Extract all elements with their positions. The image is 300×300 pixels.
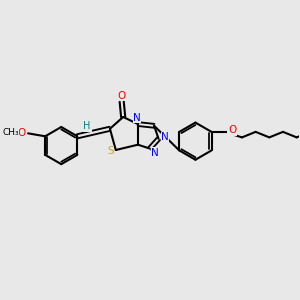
- Text: O: O: [228, 125, 236, 135]
- Text: N: N: [133, 112, 141, 123]
- Text: CH₃: CH₃: [2, 128, 19, 137]
- Text: S: S: [107, 146, 114, 157]
- Text: H: H: [83, 121, 91, 131]
- Text: O: O: [17, 128, 26, 138]
- Text: O: O: [118, 91, 126, 101]
- Text: N: N: [161, 132, 169, 142]
- Text: CH₃: CH₃: [2, 128, 19, 137]
- Text: N: N: [151, 148, 159, 158]
- Text: O: O: [17, 128, 26, 138]
- Text: H: H: [84, 122, 92, 132]
